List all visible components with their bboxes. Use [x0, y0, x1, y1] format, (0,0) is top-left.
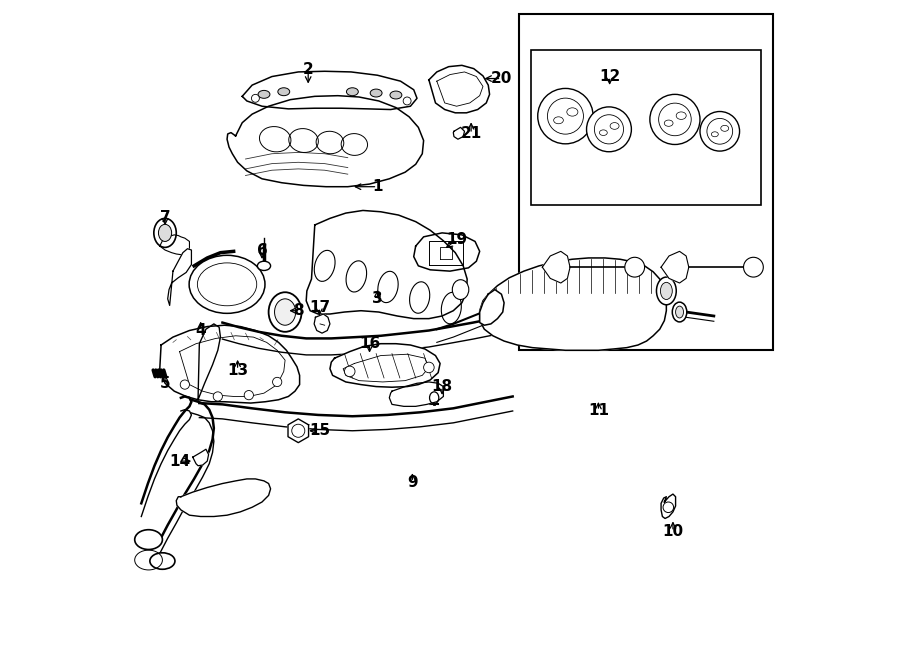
Polygon shape [390, 382, 444, 407]
Ellipse shape [258, 91, 270, 98]
Polygon shape [314, 314, 330, 333]
Ellipse shape [158, 224, 172, 241]
Bar [519, 14, 773, 350]
Ellipse shape [453, 280, 469, 299]
Text: 3: 3 [372, 292, 382, 306]
Text: 7: 7 [159, 210, 170, 225]
Text: 18: 18 [431, 379, 453, 394]
Ellipse shape [189, 255, 265, 313]
Ellipse shape [656, 277, 676, 305]
Circle shape [244, 391, 254, 400]
Text: 19: 19 [446, 232, 467, 247]
Circle shape [273, 377, 282, 387]
Polygon shape [198, 324, 220, 400]
Ellipse shape [390, 91, 401, 99]
Text: 1: 1 [373, 179, 382, 194]
Polygon shape [160, 235, 190, 254]
Text: 4: 4 [195, 323, 206, 338]
Text: 13: 13 [227, 363, 248, 377]
Polygon shape [167, 249, 192, 305]
Circle shape [251, 95, 259, 102]
Text: 21: 21 [461, 126, 482, 141]
Ellipse shape [274, 299, 296, 325]
Polygon shape [414, 233, 480, 271]
Polygon shape [662, 494, 676, 518]
Polygon shape [543, 251, 570, 283]
Circle shape [403, 97, 411, 105]
Polygon shape [288, 419, 309, 443]
Polygon shape [454, 128, 464, 139]
Polygon shape [330, 344, 440, 387]
Circle shape [345, 366, 355, 377]
Text: 15: 15 [309, 423, 330, 438]
Ellipse shape [150, 553, 175, 569]
Polygon shape [227, 96, 424, 186]
Ellipse shape [537, 89, 593, 144]
Polygon shape [429, 65, 490, 113]
Text: 11: 11 [588, 403, 609, 418]
Circle shape [743, 257, 763, 277]
Ellipse shape [676, 306, 683, 318]
Text: 5: 5 [159, 375, 170, 391]
Polygon shape [193, 449, 209, 466]
Ellipse shape [154, 218, 176, 247]
Polygon shape [480, 290, 504, 325]
Text: 12: 12 [599, 69, 620, 84]
Polygon shape [160, 325, 300, 403]
Text: 20: 20 [491, 71, 512, 86]
Text: 10: 10 [662, 524, 683, 539]
Text: 14: 14 [169, 453, 190, 469]
Ellipse shape [429, 392, 439, 404]
Polygon shape [662, 251, 688, 283]
Polygon shape [480, 258, 666, 350]
Ellipse shape [587, 107, 632, 152]
Text: 9: 9 [407, 475, 418, 490]
Ellipse shape [370, 89, 382, 97]
Text: 6: 6 [256, 243, 267, 258]
Ellipse shape [268, 292, 302, 332]
Ellipse shape [278, 88, 290, 96]
Polygon shape [176, 479, 271, 516]
Bar [531, 50, 761, 205]
Ellipse shape [135, 529, 162, 549]
Ellipse shape [672, 302, 687, 322]
Text: 16: 16 [359, 336, 380, 351]
Circle shape [180, 380, 190, 389]
Ellipse shape [257, 261, 271, 270]
Text: 8: 8 [293, 303, 303, 318]
Circle shape [625, 257, 644, 277]
Circle shape [213, 392, 222, 401]
Ellipse shape [346, 88, 358, 96]
Polygon shape [242, 71, 417, 110]
Text: 2: 2 [302, 62, 313, 77]
Circle shape [424, 362, 434, 373]
Ellipse shape [700, 112, 740, 151]
Ellipse shape [661, 282, 672, 299]
Ellipse shape [650, 95, 700, 145]
Text: 17: 17 [309, 300, 330, 315]
Polygon shape [306, 210, 467, 319]
